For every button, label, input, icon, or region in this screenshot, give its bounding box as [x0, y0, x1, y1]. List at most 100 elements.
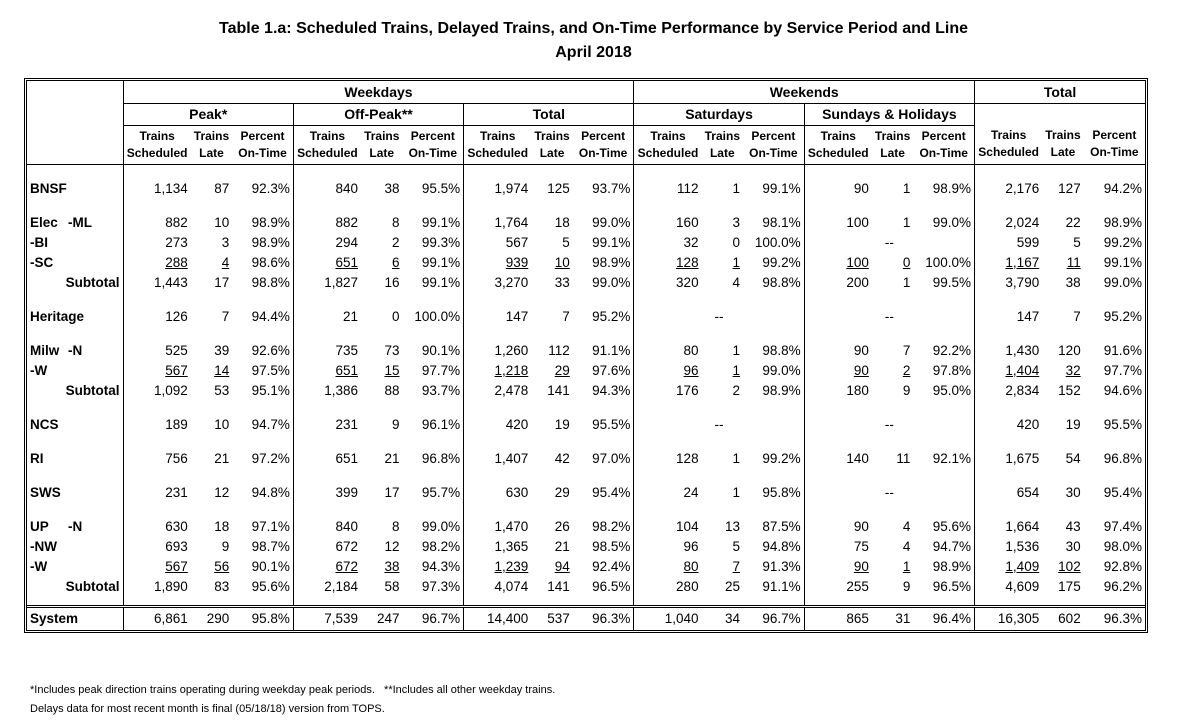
cell-not-applicable: -- — [804, 232, 976, 253]
table-cell: 21 — [384, 450, 400, 466]
spacer-cell — [232, 596, 294, 606]
cell-value: 672 — [335, 558, 359, 574]
table-cell: 92.6% — [232, 340, 294, 361]
table-row-bnsf: BNSF 1,134 87 92.3% 840 38 95.5% 1,974 125 93.7% 1… — [27, 178, 1145, 199]
table-cell: 1 — [902, 180, 911, 196]
column-header-trains-late: Trains Late — [361, 125, 403, 165]
spacer-cell — [702, 327, 743, 341]
table-cell: 95.2% — [572, 306, 635, 327]
table-cell: 93.7% — [572, 178, 635, 199]
table-cell: 4 — [732, 274, 741, 290]
spacer-cell — [975, 597, 1043, 607]
spacer-cell — [1084, 597, 1145, 607]
table-cell: 80 — [634, 557, 702, 577]
table-cell: 56 — [191, 557, 232, 577]
spacer-cell — [232, 326, 294, 341]
spacer-cell — [464, 597, 532, 607]
spacer-cell — [1042, 327, 1083, 341]
table-cell: 1,470 — [494, 518, 529, 534]
table-cell: 0 — [732, 234, 741, 250]
spacer-cell — [27, 400, 124, 415]
column-header-line: Scheduled — [637, 145, 699, 160]
table-cell: 141 — [547, 382, 570, 398]
table-row-elec-bi: -BI 273 3 98.9% 294 2 99.3% 567 5 99.1% 32 0 100.0% -… — [27, 232, 1145, 253]
table-cell: 1,764 — [494, 214, 529, 230]
table-cell: 90 — [853, 180, 869, 196]
table-cell: 96 — [634, 361, 702, 381]
spacer-cell — [293, 199, 361, 213]
table-cell: 160 — [676, 214, 699, 230]
spacer-cell — [293, 503, 361, 517]
spacer-cell — [361, 293, 402, 307]
spacer-cell — [531, 469, 572, 483]
row-label: -W — [27, 556, 124, 577]
spacer-cell — [702, 597, 743, 607]
table-cell: 280 — [676, 578, 699, 594]
column-header-line: Trains — [364, 128, 400, 143]
cell-not-applicable: -- — [804, 482, 976, 503]
spacer-cell — [402, 502, 465, 517]
table-cell: 94.7% — [232, 414, 294, 435]
spacer-cell — [572, 434, 635, 449]
table-cell: 95.4% — [572, 482, 635, 503]
table-cell: 30 — [1065, 484, 1081, 500]
spacer-cell — [872, 293, 913, 307]
spacer-cell — [123, 469, 191, 483]
table-cell: 1,890 — [153, 578, 188, 594]
table-cell: 95.0% — [913, 380, 976, 401]
table-cell: 294 — [335, 234, 359, 250]
table-subtitle: April 2018 — [555, 44, 632, 61]
spacer-cell — [872, 503, 913, 517]
spacer-cell — [293, 435, 361, 449]
table-cell: 95.1% — [232, 380, 294, 401]
spacer-row — [27, 326, 1145, 341]
table-cell: 112 — [677, 180, 699, 196]
column-header-line: Trains — [650, 128, 686, 143]
spacer-cell — [1084, 327, 1145, 341]
spacer-cell — [123, 164, 191, 179]
table-cell: 4,074 — [494, 578, 529, 594]
table-cell: 1,260 — [494, 342, 529, 358]
spacer-row — [27, 502, 1145, 517]
table-cell: 3 — [221, 234, 230, 250]
column-header-trains-scheduled: Trains Scheduled — [123, 125, 191, 165]
spacer-cell — [572, 164, 635, 179]
table-cell: 97.4% — [1103, 518, 1142, 534]
spacer-cell — [702, 503, 743, 517]
row-label-subline: -N — [68, 518, 83, 534]
spacer-cell — [293, 469, 361, 483]
spacer-cell — [743, 292, 805, 307]
spacer-cell — [702, 435, 743, 449]
row-label: -NW — [27, 536, 124, 557]
table-cell: 94.8% — [743, 536, 805, 557]
spacer-row — [27, 468, 1145, 483]
spacer-cell — [191, 435, 232, 449]
table-cell: 39 — [214, 342, 230, 358]
table-cell: 1 — [732, 450, 741, 466]
table-cell: 94.7% — [913, 536, 976, 557]
table-cell: 7 — [562, 308, 570, 324]
spacer-cell — [872, 401, 913, 415]
table-cell: 693 — [165, 538, 188, 554]
column-header-line: Trains — [139, 128, 175, 143]
spacer-cell — [293, 164, 361, 179]
table-cell: 756 — [165, 450, 188, 466]
spacer-cell — [872, 199, 913, 213]
table-cell: 2,184 — [324, 578, 359, 594]
table-cell: 26 — [554, 518, 570, 534]
spacer-row — [27, 434, 1145, 449]
table-cell: 32 — [1042, 361, 1083, 381]
column-header-percent-on-time: Percent On-Time — [1083, 125, 1145, 165]
table-cell: 7 — [902, 342, 911, 358]
spacer-cell — [123, 401, 191, 415]
table-title: Table 1.a: Scheduled Trains, Delayed Tra… — [219, 20, 968, 37]
cell-value: 1,404 — [1005, 362, 1040, 378]
table-cell: 73 — [384, 342, 400, 358]
table-cell: 100 — [804, 253, 872, 273]
cell-not-applicable: -- — [804, 414, 976, 435]
table-cell: 94.3% — [402, 556, 465, 577]
column-header-trains-late: Trains Late — [531, 125, 573, 165]
spacer-cell — [123, 503, 191, 517]
column-header-line: Percent — [410, 128, 455, 143]
table-row-elec-sc: -SC 288 4 98.6% 651 6 99.1% 939 10 98.9% 128 1 99.2%… — [27, 252, 1145, 273]
